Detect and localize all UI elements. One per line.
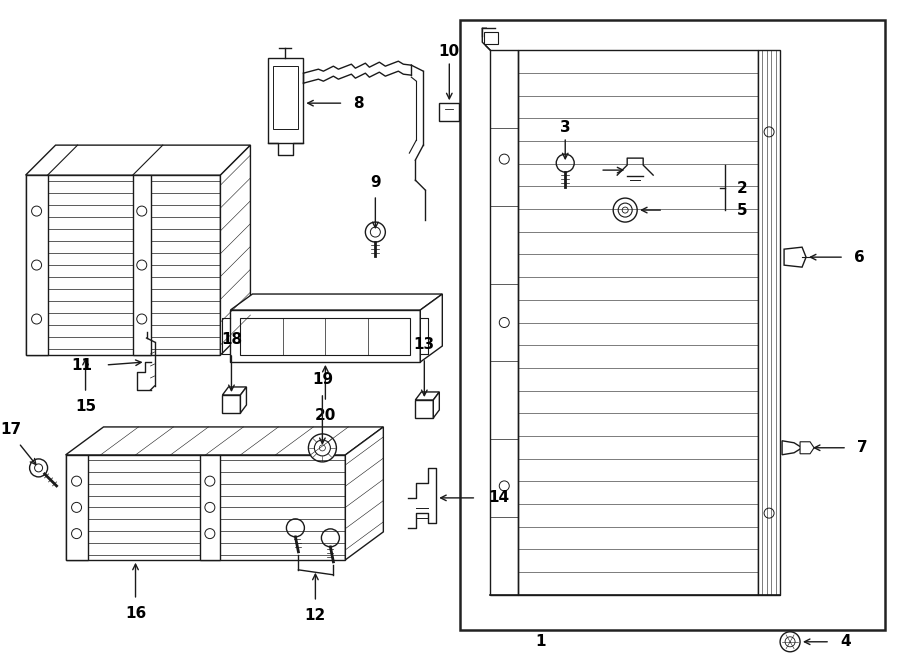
Text: 4: 4 [840,634,850,649]
Text: 16: 16 [125,606,146,622]
Polygon shape [784,247,806,267]
Circle shape [30,459,48,477]
Bar [200,455,220,560]
Circle shape [556,154,574,172]
Bar [133,175,151,355]
Polygon shape [415,392,439,400]
Text: 17: 17 [0,422,22,438]
Bar [66,455,346,560]
Text: 14: 14 [489,491,509,505]
Polygon shape [800,442,814,453]
Text: 20: 20 [315,408,336,424]
Bar [268,58,303,143]
Text: 18: 18 [220,332,242,348]
Text: 5: 5 [737,203,748,218]
Text: 7: 7 [857,440,868,455]
Text: 13: 13 [414,338,435,352]
Polygon shape [346,427,383,560]
Bar [66,455,87,560]
Polygon shape [230,294,442,310]
Polygon shape [420,294,442,362]
Bar [274,66,299,129]
Polygon shape [222,387,247,395]
Text: 9: 9 [370,175,381,189]
Text: 3: 3 [560,120,571,134]
Text: 10: 10 [438,44,460,59]
Bar [439,103,459,121]
Text: 6: 6 [854,250,865,265]
Polygon shape [433,392,439,418]
Circle shape [780,632,800,652]
Circle shape [321,529,339,547]
Bar [491,50,518,595]
Polygon shape [25,145,250,175]
Polygon shape [220,145,250,355]
Polygon shape [240,387,247,413]
Text: 12: 12 [305,608,326,624]
Bar [240,318,410,355]
Bar [25,175,48,355]
Circle shape [613,198,637,222]
Text: 8: 8 [354,95,364,111]
Text: 11: 11 [71,359,93,373]
Text: 15: 15 [75,399,96,414]
Bar [758,50,780,595]
Circle shape [286,519,304,537]
Bar [460,21,885,630]
Bar [230,310,420,362]
Circle shape [365,222,385,242]
Text: 1: 1 [535,634,545,649]
Bar [518,50,758,595]
Text: 2: 2 [737,181,748,195]
Polygon shape [782,441,802,455]
Bar [222,395,240,413]
Bar [415,400,433,418]
Text: 19: 19 [311,373,333,387]
Circle shape [309,434,337,462]
Polygon shape [66,427,383,455]
Bar [25,175,220,355]
